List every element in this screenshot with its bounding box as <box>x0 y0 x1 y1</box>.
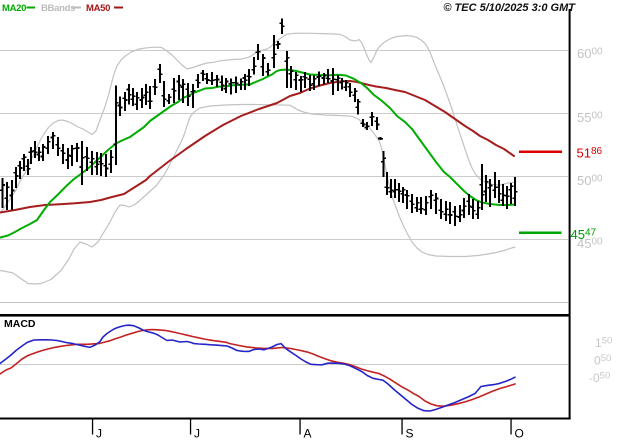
svg-text:J: J <box>96 427 102 441</box>
svg-text:6000: 6000 <box>577 46 603 61</box>
svg-text:5000: 5000 <box>577 173 603 188</box>
svg-text:BBands: BBands <box>41 3 75 14</box>
svg-text:MACD: MACD <box>4 318 36 330</box>
svg-text:4500: 4500 <box>577 236 603 251</box>
svg-text:5500: 5500 <box>577 110 603 125</box>
svg-text:5186: 5186 <box>577 146 603 161</box>
svg-text:A: A <box>304 427 312 441</box>
svg-text:O: O <box>515 427 524 441</box>
svg-text:J: J <box>194 427 200 441</box>
svg-text:MA50: MA50 <box>86 3 110 14</box>
svg-text:050: 050 <box>594 353 611 368</box>
svg-text:MA20: MA20 <box>2 3 26 14</box>
svg-text:© TEC 5/10/2025 3:0 GMT: © TEC 5/10/2025 3:0 GMT <box>443 2 576 14</box>
svg-text:-050: -050 <box>589 371 610 386</box>
svg-text:150: 150 <box>595 336 612 351</box>
svg-text:S: S <box>406 427 414 441</box>
svg-text:4547: 4547 <box>571 227 597 242</box>
